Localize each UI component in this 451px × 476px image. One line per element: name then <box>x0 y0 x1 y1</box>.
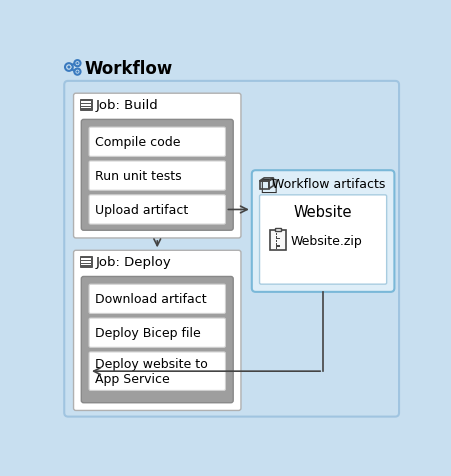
FancyBboxPatch shape <box>89 285 225 314</box>
Text: Website.zip: Website.zip <box>290 234 362 247</box>
FancyBboxPatch shape <box>89 352 225 391</box>
FancyBboxPatch shape <box>89 196 225 225</box>
FancyBboxPatch shape <box>89 162 225 191</box>
Text: Website: Website <box>293 205 352 220</box>
Bar <box>275 240 280 243</box>
FancyBboxPatch shape <box>259 196 386 285</box>
Bar <box>276 244 279 246</box>
Bar <box>275 247 280 249</box>
Text: Run unit tests: Run unit tests <box>95 170 181 183</box>
Text: Compile code: Compile code <box>95 136 180 149</box>
Text: Job: Deploy: Job: Deploy <box>95 256 170 269</box>
Circle shape <box>76 63 78 65</box>
Bar <box>275 228 281 231</box>
Text: Upload artifact: Upload artifact <box>95 204 188 217</box>
Bar <box>276 248 279 249</box>
Text: Deploy Bicep file: Deploy Bicep file <box>95 327 201 339</box>
Circle shape <box>76 71 78 74</box>
Text: Workflow artifacts: Workflow artifacts <box>272 178 384 190</box>
FancyBboxPatch shape <box>74 94 240 238</box>
Text: □: □ <box>259 175 277 194</box>
FancyBboxPatch shape <box>81 120 233 231</box>
FancyBboxPatch shape <box>81 277 233 403</box>
FancyBboxPatch shape <box>74 251 240 411</box>
Bar <box>270 231 285 251</box>
Bar <box>81 258 90 261</box>
FancyBboxPatch shape <box>251 171 394 292</box>
Bar <box>81 264 90 266</box>
Text: Job: Build: Job: Build <box>95 99 158 112</box>
Bar <box>79 100 92 111</box>
Bar <box>276 233 279 236</box>
Bar <box>276 240 279 242</box>
Bar <box>276 237 279 239</box>
Bar <box>79 257 92 268</box>
Bar <box>81 261 90 263</box>
Bar <box>81 102 90 104</box>
Text: Workflow: Workflow <box>84 60 172 78</box>
FancyBboxPatch shape <box>89 318 225 347</box>
Bar <box>275 237 280 239</box>
FancyBboxPatch shape <box>89 128 225 157</box>
Circle shape <box>67 66 70 69</box>
Bar <box>81 108 90 109</box>
Bar <box>259 182 268 189</box>
Bar <box>275 243 280 246</box>
FancyBboxPatch shape <box>64 82 398 417</box>
Text: Deploy website to
App Service: Deploy website to App Service <box>95 357 207 386</box>
Text: Download artifact: Download artifact <box>95 293 207 306</box>
Bar <box>81 105 90 106</box>
Bar <box>275 233 280 236</box>
